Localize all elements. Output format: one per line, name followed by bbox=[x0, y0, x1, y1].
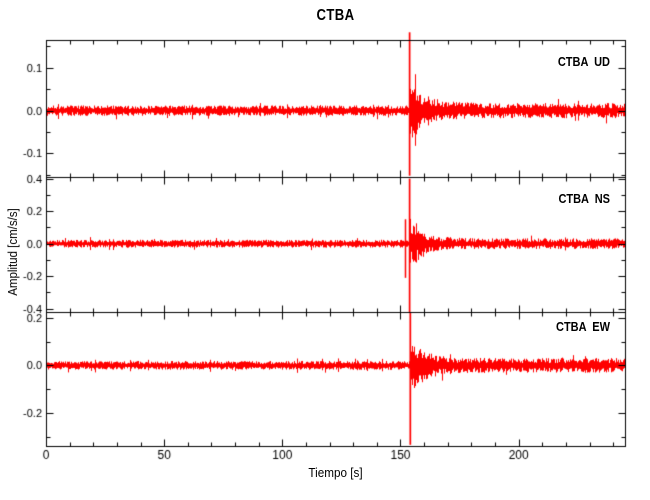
y-axis-label: Amplitud [cm/s/s] bbox=[6, 208, 20, 296]
panel-label-ns: CTBA NS bbox=[558, 192, 610, 206]
panel-label-ud: CTBA UD bbox=[557, 55, 610, 69]
x-axis-label: Tiempo [s] bbox=[308, 465, 363, 480]
chart-title: CTBA bbox=[316, 7, 355, 24]
panel-label-ew: CTBA EW bbox=[556, 320, 610, 334]
